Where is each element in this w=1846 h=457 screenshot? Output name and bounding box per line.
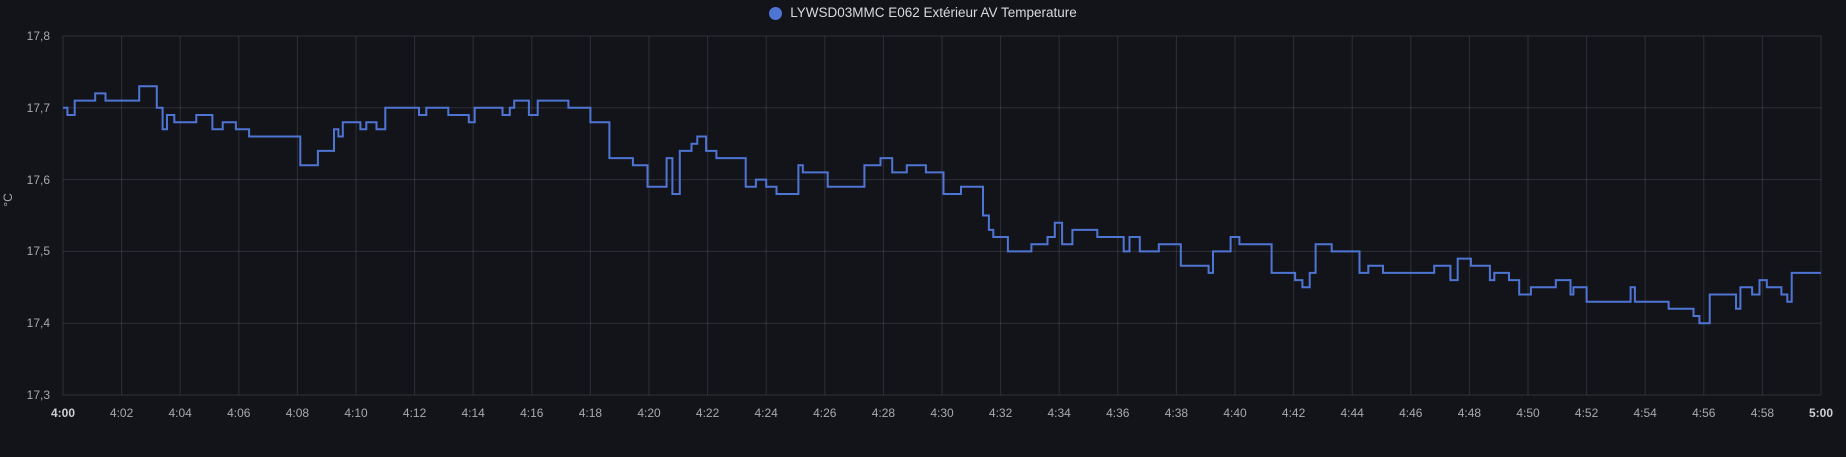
x-tick-label: 4:50 <box>1516 406 1540 420</box>
x-tick-label: 4:40 <box>1223 406 1247 420</box>
x-tick-label: 4:56 <box>1692 406 1716 420</box>
legend: LYWSD03MMC E062 Extérieur AV Temperature <box>0 2 1846 24</box>
y-tick-label: 17,8 <box>26 29 50 43</box>
x-tick-label: 4:42 <box>1281 406 1306 420</box>
x-tick-label: 4:22 <box>695 406 720 420</box>
x-tick-label: 4:36 <box>1106 406 1130 420</box>
x-tick-label: 4:48 <box>1457 406 1482 420</box>
x-tick-label: 4:20 <box>637 406 661 420</box>
legend-item[interactable]: LYWSD03MMC E062 Extérieur AV Temperature <box>769 2 1077 24</box>
x-tick-label: 4:30 <box>930 406 954 420</box>
x-tick-label: 4:26 <box>813 406 837 420</box>
x-tick-label: 4:10 <box>344 406 368 420</box>
x-tick-label: 4:14 <box>461 406 485 420</box>
x-tick-label: 4:32 <box>988 406 1013 420</box>
x-tick-label: 4:16 <box>520 406 544 420</box>
x-tick-label: 5:00 <box>1808 406 1834 420</box>
x-tick-label: 4:58 <box>1750 406 1775 420</box>
x-tick-label: 4:28 <box>871 406 896 420</box>
x-tick-label: 4:46 <box>1399 406 1423 420</box>
y-tick-label: 17,4 <box>26 316 50 331</box>
series-line <box>63 85 1821 325</box>
x-tick-label: 4:34 <box>1047 406 1071 420</box>
x-tick-label: 4:44 <box>1340 406 1364 420</box>
y-axis-unit-label: °C <box>1 193 15 207</box>
legend-series-label: LYWSD03MMC E062 Extérieur AV Temperature <box>790 5 1077 20</box>
x-tick-label: 4:06 <box>227 406 251 420</box>
y-tick-label: 17,7 <box>26 100 50 115</box>
x-tick-label: 4:04 <box>168 406 192 420</box>
x-tick-label: 4:24 <box>754 406 778 420</box>
x-tick-label: 4:08 <box>285 406 310 420</box>
x-tick-label: 4:18 <box>578 406 603 420</box>
x-tick-label: 4:52 <box>1574 406 1599 420</box>
x-tick-label: 4:12 <box>402 406 427 420</box>
x-tick-label: 4:00 <box>50 406 76 420</box>
y-tick-label: 17,5 <box>26 244 50 259</box>
x-tick-label: 4:54 <box>1633 406 1657 420</box>
x-tick-label: 4:38 <box>1164 406 1189 420</box>
series-color-dot-icon <box>769 6 783 20</box>
x-tick-label: 4:02 <box>109 406 134 420</box>
y-tick-label: 17,6 <box>26 172 50 187</box>
y-tick-label: 17,3 <box>26 388 50 402</box>
